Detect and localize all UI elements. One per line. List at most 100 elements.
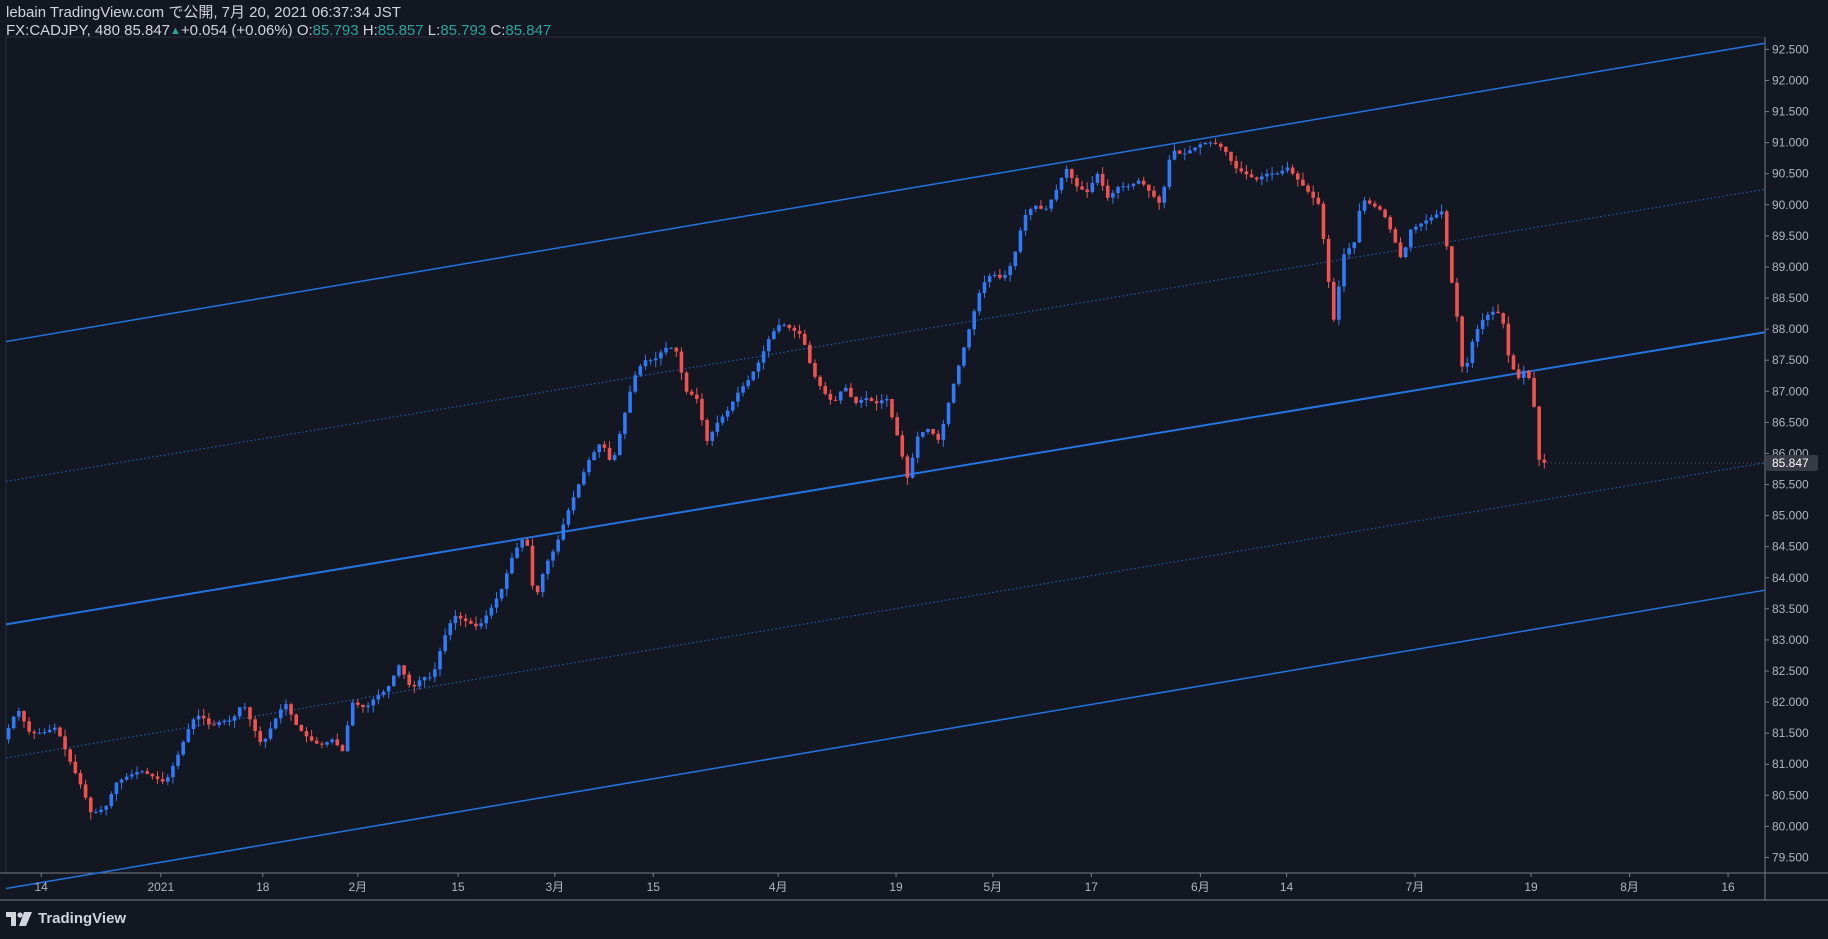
candle [217,719,221,728]
candle-body [582,472,586,485]
symbol-label[interactable]: FX:CADJPY, 480 [6,22,120,39]
candle [37,728,42,735]
candle-body [1295,173,1300,180]
candle-body [1131,183,1136,187]
candle-body [885,398,889,401]
candle [1023,209,1028,236]
candle [407,671,411,688]
candle [1306,183,1310,195]
candle [479,618,483,630]
candle-body [859,399,863,403]
candle [777,318,781,334]
candle [1285,161,1290,174]
candle-body [895,417,899,436]
candle-body [1521,370,1526,378]
candle [766,335,771,358]
candle [320,741,324,749]
candle-body [1367,200,1372,204]
candle-body [330,739,334,743]
candle-body [237,707,242,717]
candle [1003,270,1007,282]
candle [1521,365,1526,385]
candle-body [551,551,555,561]
candle-body [361,704,365,708]
candle [289,702,293,721]
candle [356,698,360,708]
price-tick-label: 90.000 [1772,198,1809,212]
candle-body [207,718,211,725]
candle [823,381,828,396]
candle [1188,145,1192,154]
candle-body [592,452,596,461]
candle [1141,176,1146,187]
candle-body [458,615,463,619]
candle-body [232,716,237,721]
candle [1116,185,1120,199]
candle-body [37,733,42,735]
candle-body [243,707,247,709]
candle [674,346,679,357]
candle-body [1306,185,1310,192]
candle-body [68,749,73,762]
candle-body [951,383,956,403]
candle [47,724,52,734]
candle-body [294,714,298,725]
candle-body [119,779,124,783]
candle-body [1239,168,1244,172]
candle-body [1080,186,1084,190]
candle-body [1121,186,1125,188]
candle [114,782,119,801]
candle-body [1532,377,1536,407]
time-axis[interactable]: 14 2021 18 2月 15 3月 15 4月 19 5月 17 6月 14 7月 19 8月 16 [35,873,1736,894]
candle-body [597,444,602,453]
candle [746,375,750,390]
candle-body [289,704,293,715]
price-tick-label: 82.000 [1772,695,1809,709]
candle-body [715,422,720,432]
last-price-tag-label: 85.847 [1772,456,1809,470]
candle-body [335,739,340,746]
candle [679,347,684,380]
candle-body [1090,182,1095,193]
candle [998,268,1002,280]
candle-body [1260,176,1264,180]
candle [458,611,463,626]
candle-body [1326,238,1331,282]
candle-body [356,702,360,705]
channel-line-3 [5,331,1766,626]
candle-body [176,754,180,766]
candle-body [58,727,62,737]
candle [571,490,576,515]
candle [433,662,437,683]
candle [1337,280,1341,326]
candle-body [669,347,673,349]
candle-body [510,557,514,574]
candle [104,804,108,816]
candle [761,345,766,370]
candle [299,724,304,732]
candle-body [1218,143,1223,147]
candle-body [623,412,627,434]
candle-body [397,665,401,676]
candle [201,708,206,725]
candle [1506,316,1511,363]
candle-body [32,731,37,734]
channel-lines[interactable] [5,42,1766,890]
candle [874,394,879,411]
candle [648,358,653,365]
candle-body [535,585,540,593]
candle [191,717,196,735]
candle-body [463,618,468,622]
candle-body [936,433,941,440]
candle-body [843,387,848,392]
candle [612,452,617,462]
candle [972,308,976,336]
candle-body [78,773,83,785]
candle-body [109,793,114,807]
candle [885,394,889,408]
time-tick-label: 2021 [147,880,174,894]
candle-body [474,623,478,627]
price-axis[interactable]: 79.500 80.000 80.500 81.000 81.500 82.000 82.5… [1765,42,1809,864]
tradingview-logo[interactable]: TradingView [6,910,126,927]
